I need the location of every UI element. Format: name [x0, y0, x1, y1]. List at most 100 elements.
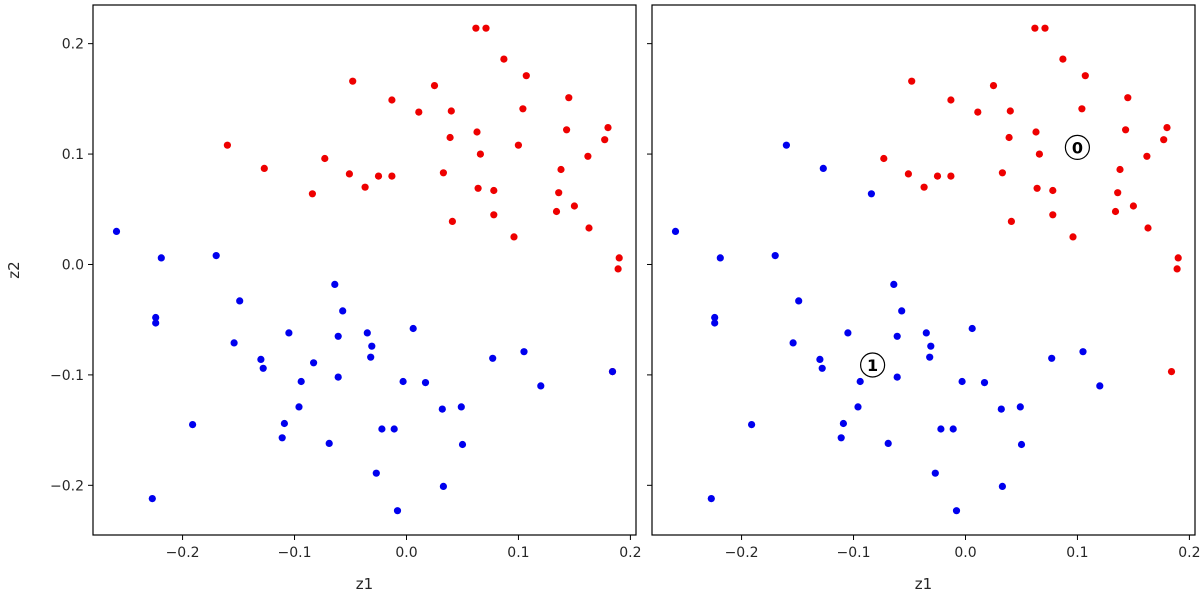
- data-point-blue: [867, 190, 876, 198]
- plot-frame: [92, 4, 637, 536]
- data-point-red: [472, 24, 480, 32]
- data-point-blue: [393, 507, 402, 515]
- data-point-red: [947, 96, 955, 104]
- y-tick-label: 0.1: [62, 147, 84, 163]
- data-point-red: [1144, 224, 1152, 232]
- data-point-red: [947, 172, 955, 180]
- data-point-blue: [112, 227, 121, 235]
- data-point-blue: [152, 313, 160, 322]
- data-point-red: [490, 186, 498, 195]
- data-point-red: [473, 128, 481, 136]
- data-point-blue: [782, 141, 791, 149]
- data-point-blue: [711, 319, 719, 327]
- data-point-blue: [795, 297, 803, 305]
- data-point-red: [615, 254, 623, 262]
- data-point-red: [1111, 207, 1120, 216]
- data-point-red: [447, 107, 455, 115]
- y-tick-label: −0.2: [50, 478, 84, 494]
- data-point-red: [349, 77, 357, 85]
- data-point-red: [880, 154, 888, 163]
- data-point-red: [474, 184, 482, 192]
- y-axis-title: z2: [5, 261, 23, 278]
- data-point-red: [1049, 211, 1057, 219]
- data-point-red: [1129, 202, 1137, 210]
- cluster-label-text: 1: [867, 356, 878, 375]
- data-point-blue: [968, 324, 976, 333]
- data-point-red: [321, 154, 329, 163]
- data-point-red: [388, 96, 396, 104]
- data-point-red: [552, 207, 561, 216]
- data-point-red: [1033, 184, 1041, 192]
- data-point-red: [570, 202, 579, 210]
- data-point-red: [361, 183, 369, 191]
- data-point-blue: [339, 307, 347, 315]
- data-point-blue: [980, 379, 989, 387]
- data-point-red: [565, 94, 573, 102]
- data-point-blue: [280, 419, 288, 428]
- data-point-blue: [310, 359, 318, 367]
- data-point-red: [345, 170, 353, 178]
- data-point-red: [260, 164, 268, 172]
- data-point-blue: [148, 495, 156, 503]
- data-point-blue: [157, 254, 165, 262]
- data-point-red: [563, 126, 571, 134]
- data-point-red: [1032, 128, 1040, 136]
- cluster-label-text: 0: [1072, 138, 1083, 157]
- data-point-blue: [856, 377, 864, 386]
- data-point-blue: [716, 254, 724, 262]
- x-tick-label: 0.1: [1066, 545, 1088, 561]
- data-point-red: [1167, 368, 1176, 376]
- x-tick-label: 0.1: [507, 545, 529, 561]
- x-tick-label: −0.1: [837, 545, 871, 561]
- data-point-red: [601, 136, 609, 144]
- data-point-red: [1081, 72, 1089, 80]
- data-point-red: [555, 189, 563, 197]
- data-point-blue: [711, 313, 719, 322]
- data-point-blue: [537, 382, 545, 390]
- data-point-blue: [439, 482, 447, 490]
- data-point-red: [604, 124, 612, 132]
- data-point-red: [1049, 186, 1057, 195]
- data-point-red: [415, 108, 423, 116]
- data-point-blue: [771, 252, 779, 260]
- x-tick-label: 0.0: [954, 545, 976, 561]
- data-point-red: [557, 165, 565, 174]
- plot-frame: [651, 4, 1196, 536]
- data-point-blue: [331, 280, 339, 288]
- data-point-blue: [390, 425, 398, 433]
- data-point-blue: [363, 329, 371, 337]
- x-tick-label: 0.2: [619, 545, 641, 561]
- data-point-blue: [212, 252, 220, 260]
- data-point-blue: [926, 353, 934, 361]
- data-point-blue: [884, 439, 892, 447]
- left-scatter-panel: −0.2 −0.1 0.0 0.1 0.2 −0.2 −0.1 0.0 0.1 0.2 z1 z2: [5, 4, 642, 593]
- x-axis-title: z1: [356, 575, 373, 593]
- data-point-blue: [819, 164, 827, 172]
- y-tick-label: −0.1: [50, 368, 84, 384]
- data-point-blue: [409, 324, 417, 333]
- x-tick-label: 0.2: [1178, 545, 1200, 561]
- data-point-red: [522, 72, 530, 80]
- data-point-blue: [257, 355, 265, 363]
- data-point-blue: [816, 355, 824, 363]
- data-point-red: [1124, 94, 1132, 102]
- data-point-blue: [399, 377, 407, 386]
- data-point-blue: [1017, 440, 1026, 449]
- data-point-blue: [421, 379, 430, 387]
- data-point-blue: [334, 373, 342, 381]
- data-point-blue: [489, 354, 497, 362]
- data-point-red: [908, 77, 916, 85]
- data-point-red: [998, 169, 1007, 177]
- data-point-red: [933, 172, 942, 180]
- data-point-blue: [671, 227, 680, 235]
- data-point-red: [1116, 165, 1124, 174]
- data-point-blue: [278, 434, 286, 442]
- data-point-blue: [890, 280, 898, 288]
- data-point-red: [500, 55, 508, 63]
- data-point-blue: [844, 329, 852, 337]
- data-point-blue: [378, 425, 386, 433]
- data-point-red: [223, 141, 231, 149]
- x-tick-label: −0.2: [166, 545, 200, 561]
- data-point-blue: [1048, 354, 1056, 362]
